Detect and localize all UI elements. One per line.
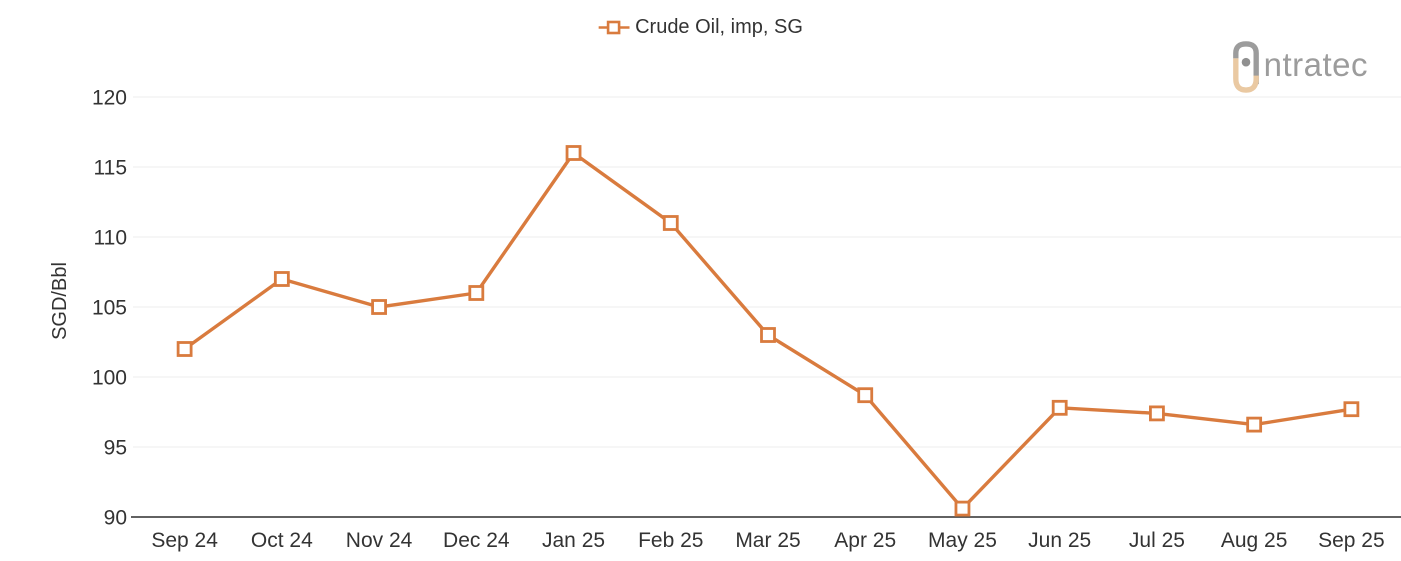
x-tick-label: Feb 25 xyxy=(638,529,703,552)
y-tick-label: 120 xyxy=(92,87,127,110)
x-tick-label: Aug 25 xyxy=(1221,529,1288,552)
data-point-apr-25[interactable] xyxy=(857,387,874,404)
data-point-jun-25[interactable] xyxy=(1051,399,1068,416)
data-point-jan-25[interactable] xyxy=(565,145,582,161)
intratec-logo-text: ntratec xyxy=(1263,45,1368,83)
x-tick-label: May 25 xyxy=(928,529,997,552)
intratec-logo-icon xyxy=(1232,41,1259,93)
y-tick-label: 100 xyxy=(92,367,127,390)
data-point-sep-25[interactable] xyxy=(1343,401,1360,418)
x-tick-label: Oct 24 xyxy=(251,529,313,552)
x-tick-label: Apr 25 xyxy=(834,529,896,552)
x-tick-label: Jan 25 xyxy=(542,529,605,552)
intratec-logo: ntratec xyxy=(1231,41,1368,93)
data-point-may-25[interactable] xyxy=(954,500,971,517)
data-point-feb-25[interactable] xyxy=(662,215,679,231)
x-tick-label: Jul 25 xyxy=(1129,529,1185,552)
y-tick-label: 90 xyxy=(104,507,127,530)
y-tick-label: 110 xyxy=(94,227,127,250)
y-axis-title: SGD/Bbl xyxy=(49,262,71,340)
x-tick-label: Jun 25 xyxy=(1028,529,1091,552)
y-tick-label: 105 xyxy=(92,297,127,320)
data-point-nov-24[interactable] xyxy=(371,299,387,315)
x-tick-label: Sep 24 xyxy=(151,529,218,552)
data-point-aug-25[interactable] xyxy=(1246,416,1263,433)
legend-label: Crude Oil, imp, SG xyxy=(635,16,803,38)
data-point-jul-25[interactable] xyxy=(1149,405,1165,422)
data-point-mar-25[interactable] xyxy=(760,327,776,343)
x-tick-label: Sep 25 xyxy=(1318,529,1385,552)
data-point-oct-24[interactable] xyxy=(273,271,290,287)
data-point-dec-24[interactable] xyxy=(468,285,485,301)
legend-item[interactable]: Crude Oil, imp, SG xyxy=(598,16,803,39)
x-tick-label: Nov 24 xyxy=(346,529,413,552)
legend-line-marker-icon xyxy=(598,20,630,35)
y-tick-label: 95 xyxy=(104,437,127,460)
y-tick-label: 115 xyxy=(94,157,127,180)
x-tick-label: Mar 25 xyxy=(735,529,800,552)
data-point-sep-24[interactable] xyxy=(176,341,193,357)
x-tick-label: Dec 24 xyxy=(443,529,510,552)
